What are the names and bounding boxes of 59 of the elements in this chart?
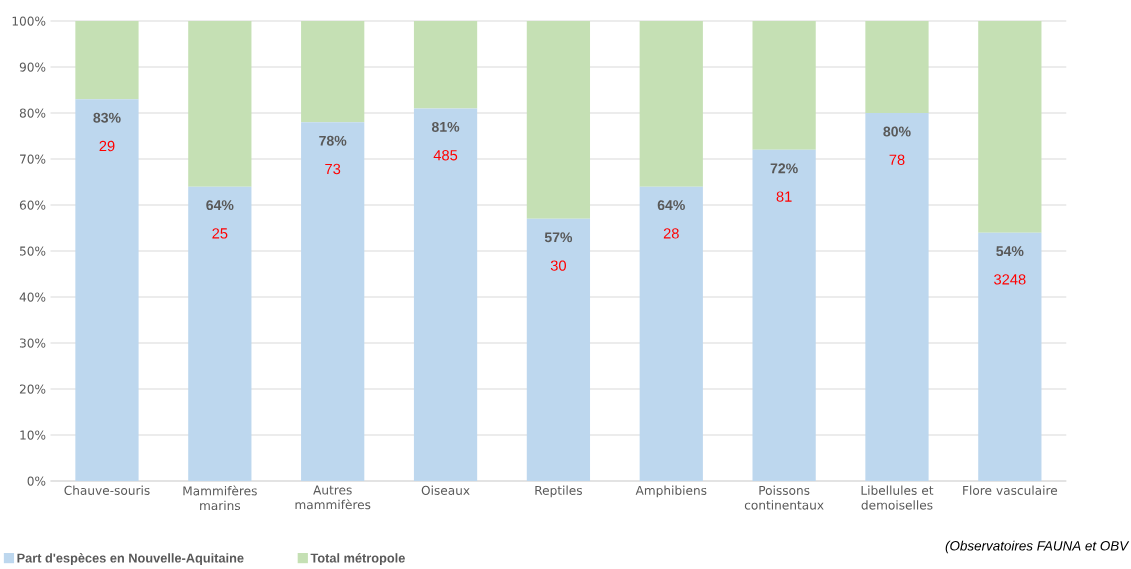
x-tick-label: Flore vasculaire [963, 485, 1058, 495]
x-tick-label: Poissons continentaux [744, 485, 824, 510]
y-tick-label: 20% [19, 384, 46, 394]
y-tick-label: 30% [19, 338, 46, 348]
bar [413, 108, 478, 481]
y-tick-label: 50% [19, 246, 46, 256]
x-tick-label: Amphibiens [635, 485, 707, 498]
x-tick-label: Oiseaux [421, 485, 470, 495]
bar [75, 99, 139, 481]
data-label: 72% [770, 163, 798, 174]
annotation: 78 [889, 154, 905, 165]
data-label: 54% [996, 245, 1024, 256]
bar [526, 20, 591, 219]
x-tick-label: Autres mammifères [295, 485, 371, 510]
data-label: 80% [883, 126, 911, 137]
x-tick-label: Libellules et demoiselles [861, 485, 934, 510]
legend-label: Part d'espèces en Nouvelle-Aquitaine [17, 552, 244, 565]
annotation: 30 [550, 260, 566, 271]
annotation: 3248 [994, 273, 1026, 285]
text: (Observatoires FAUNA et OBV [945, 540, 1130, 553]
x-tick-label: Reptiles [535, 485, 582, 498]
data-label: 81% [431, 121, 460, 132]
data-label: 78% [319, 135, 347, 146]
annotation: 29 [99, 140, 115, 151]
annotation: 81 [776, 191, 792, 202]
bar [865, 20, 929, 113]
bar [752, 149, 816, 481]
annotation: 73 [325, 163, 341, 174]
data-label: 64% [657, 199, 685, 210]
legend-label: Total métropole [310, 552, 405, 565]
y-tick-label: 70% [20, 154, 46, 164]
y-tick-label: 0% [27, 476, 46, 486]
y-tick-label: 90% [19, 62, 46, 72]
bar [188, 20, 252, 187]
annotation: 28 [663, 227, 679, 239]
y-tick-label: 80% [19, 108, 46, 118]
annotation: 25 [212, 227, 228, 239]
y-tick-label: 40% [19, 292, 46, 302]
x-tick-label: Mammifères marins [183, 485, 257, 510]
y-tick-label: 60% [19, 200, 46, 210]
data-label: 83% [93, 112, 121, 123]
bar [413, 20, 478, 109]
bar [639, 20, 703, 187]
bar [188, 186, 252, 481]
bar [865, 112, 929, 481]
annotation: 485 [433, 149, 458, 161]
x-tick-label: Chauve-souris [64, 485, 150, 495]
bar [978, 232, 1042, 481]
y-tick-label: 10% [20, 430, 46, 440]
bar [752, 20, 816, 150]
bar [639, 186, 703, 481]
data-label: 57% [544, 232, 573, 243]
bar [526, 218, 591, 481]
bar [301, 122, 365, 481]
bar [301, 20, 365, 123]
y-tick-label: 100% [12, 16, 46, 26]
bar [75, 20, 139, 100]
bar [978, 20, 1042, 233]
data-label: 64% [206, 199, 234, 210]
